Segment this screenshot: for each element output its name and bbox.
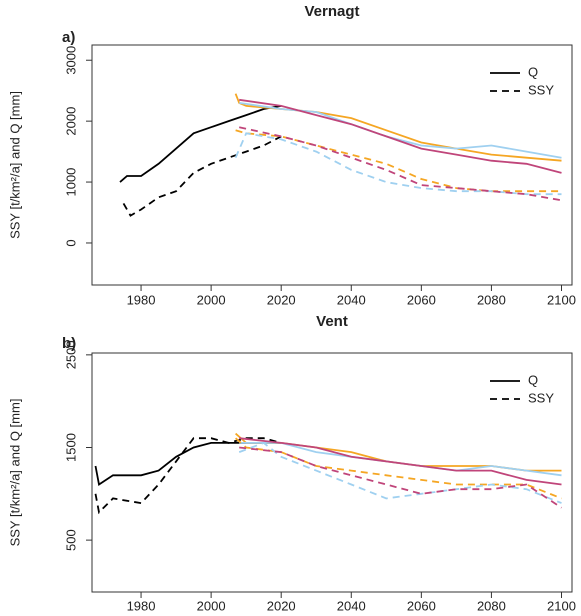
y-tick-label: 0 bbox=[63, 239, 78, 246]
legend-label: Q bbox=[528, 372, 538, 387]
panel: Vernagt a) SSY [t/km²/a] and Q [mm] 0 1000 20… bbox=[7, 3, 576, 307]
x-tick-label: 2000 bbox=[197, 292, 226, 307]
x-tick-label: 2080 bbox=[477, 598, 506, 613]
y-axis-label: SSY [t/km²/a] and Q [mm] bbox=[7, 399, 22, 547]
x-tick-label: 2060 bbox=[407, 292, 436, 307]
x-tick-label: 1980 bbox=[127, 598, 156, 613]
x-tick-label: 2080 bbox=[477, 292, 506, 307]
series-line bbox=[119, 105, 282, 183]
series-line bbox=[94, 437, 282, 515]
x-tick-label: 2100 bbox=[547, 292, 576, 307]
series-line bbox=[234, 93, 562, 162]
x-tick-label: 2040 bbox=[337, 292, 366, 307]
y-tick-label: 1500 bbox=[63, 433, 78, 462]
panel-label: b) bbox=[62, 335, 76, 352]
plot-frame bbox=[91, 352, 573, 593]
y-axis-label: SSY [t/km²/a] and Q [mm] bbox=[7, 91, 22, 239]
chart-title: Vernagt bbox=[304, 3, 359, 20]
y-tick-label: 1000 bbox=[63, 168, 78, 197]
x-tick-label: 2100 bbox=[547, 598, 576, 613]
x-tick-label: 2040 bbox=[337, 598, 366, 613]
legend-label: Q bbox=[528, 64, 538, 79]
series-line bbox=[238, 441, 562, 504]
y-tick-label: 2500 bbox=[63, 340, 78, 369]
series-line bbox=[235, 129, 562, 193]
y-tick-label: 3000 bbox=[63, 46, 78, 75]
series-line bbox=[234, 132, 562, 196]
x-tick-label: 2020 bbox=[267, 598, 296, 613]
legend-label: SSY bbox=[528, 390, 554, 405]
series-line bbox=[239, 442, 562, 477]
y-tick-label: 500 bbox=[63, 529, 78, 551]
series-line bbox=[235, 432, 562, 472]
y-tick-label: 2000 bbox=[63, 107, 78, 136]
x-tick-label: 2060 bbox=[407, 598, 436, 613]
x-tick-label: 2020 bbox=[267, 292, 296, 307]
panel: Vent b) SSY [t/km²/a] and Q [mm] 500 1500 250… bbox=[7, 313, 576, 613]
x-tick-label: 1980 bbox=[127, 292, 156, 307]
series-line bbox=[122, 135, 282, 217]
series-line bbox=[239, 437, 562, 486]
x-tick-label: 2000 bbox=[197, 598, 226, 613]
legend-label: SSY bbox=[528, 82, 554, 97]
plot-frame bbox=[91, 44, 573, 286]
chart-title: Vent bbox=[316, 313, 348, 330]
series-line bbox=[239, 126, 562, 202]
series-line bbox=[239, 446, 562, 509]
series-line bbox=[239, 98, 562, 174]
panel-label: a) bbox=[62, 29, 75, 46]
series-line bbox=[239, 102, 562, 159]
